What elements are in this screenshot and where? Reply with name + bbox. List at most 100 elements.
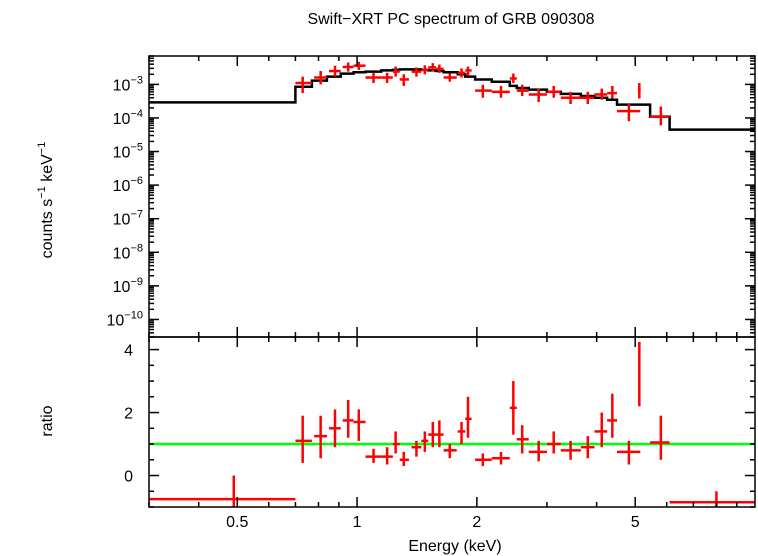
ratio-data-point: [392, 431, 400, 454]
ratio-data-point: [295, 415, 312, 463]
ratio-data-point: [457, 422, 466, 445]
y-tick-label: 10−5: [113, 142, 143, 162]
ratio-data-point: [436, 420, 444, 448]
spectrum-data-point: [607, 85, 618, 99]
model-curve: [149, 68, 755, 131]
spectrum-data-point: [411, 67, 422, 77]
spectrum-panel: 10−310−410−510−610−710−810−910−10: [107, 55, 756, 338]
ylabel-mid: keV: [39, 154, 56, 186]
spectrum-data-point: [491, 85, 510, 98]
ratio-data-point: [607, 393, 618, 438]
tick-exponent: −4: [130, 108, 143, 120]
spectrum-data-point: [637, 82, 641, 99]
ratio-data-point: [580, 436, 595, 459]
ratio-data-point: [669, 491, 755, 507]
x-tick-label: 5: [631, 514, 640, 531]
spectrum-data-point: [443, 73, 457, 82]
x-tick-label: 2: [472, 514, 481, 531]
ratio-data-point: [411, 440, 422, 457]
ylabel-exp1: −1: [36, 186, 48, 199]
spectrum-y-tick-labels: 10−310−410−510−610−710−810−910−10: [107, 74, 143, 329]
x-axis-label: Energy (keV): [408, 538, 501, 555]
ylabel-base: counts s: [39, 199, 56, 259]
tick-mantissa: 10: [113, 178, 131, 195]
tick-exponent: −7: [130, 209, 143, 221]
ylabel-exp2: −1: [36, 142, 48, 155]
tick-exponent: −9: [130, 276, 143, 288]
spectrum-data-point: [617, 104, 641, 122]
spectrum-data-point: [475, 84, 492, 98]
tick-exponent: −10: [124, 309, 143, 321]
ratio-data-point: [465, 396, 472, 438]
ratio-data-point: [546, 431, 561, 454]
y-tick-label: 10−6: [113, 175, 143, 195]
spectrum-data-point: [509, 73, 517, 83]
y-tick-label: 10−3: [113, 74, 143, 94]
ratio-data-point: [560, 440, 581, 460]
spectrum-data-point: [457, 68, 466, 78]
tick-exponent: −5: [130, 142, 143, 154]
ratio-data-points: [149, 342, 755, 507]
spectrum-data-point: [516, 84, 529, 97]
y-tick-label: 10−9: [113, 276, 143, 296]
ratio-data-point: [399, 451, 409, 467]
y-tick-label: 10−8: [113, 242, 143, 262]
ratio-data-point: [475, 453, 492, 467]
ratio-data-point: [637, 342, 641, 407]
tick-exponent: −6: [130, 175, 143, 187]
ratio-axes: [148, 336, 756, 508]
spectrum-data-point: [353, 61, 366, 70]
ratio-data-point: [509, 381, 517, 435]
spectrum-data-point: [295, 76, 312, 94]
y-tick-label: 4: [124, 343, 133, 360]
tick-mantissa: 10: [113, 212, 131, 229]
ratio-data-point: [328, 409, 341, 448]
ratio-y-axis-label: ratio: [39, 405, 56, 436]
y-tick-label: 0: [124, 469, 133, 486]
y-tick-label: 2: [124, 406, 133, 423]
spectrum-axes: [148, 55, 756, 338]
spectrum-frame: [148, 55, 756, 338]
ratio-data-point: [650, 415, 670, 460]
x-tick-label: 1: [353, 514, 362, 531]
model-step-curve: [149, 68, 755, 131]
x-tick-label: 0.5: [226, 514, 248, 531]
y-tick-label: 10−7: [113, 209, 143, 229]
ratio-data-point: [353, 409, 366, 441]
ratio-data-point: [443, 444, 457, 459]
spectrum-y-axis-label: counts s−1 keV−1: [36, 142, 56, 259]
spectrum-data-point: [421, 65, 429, 75]
ratio-data-point: [491, 451, 510, 465]
tick-mantissa: 10: [113, 279, 131, 296]
ratio-data-point: [365, 448, 382, 463]
tick-mantissa: 10: [113, 245, 131, 262]
ratio-data-point: [342, 399, 354, 438]
ratio-data-point: [428, 422, 437, 448]
spectrum-data-point: [314, 71, 327, 85]
y-tick-label: 10−10: [107, 309, 143, 329]
x-tick-labels: 0.5 1 2 5: [226, 514, 640, 531]
spectrum-data-point: [465, 66, 472, 76]
spectrum-data-point: [428, 63, 437, 72]
spectrum-data-point: [381, 72, 393, 83]
ratio-y-tick-labels: 0 2 4: [124, 343, 133, 486]
ratio-data-point: [594, 412, 608, 448]
spectrum-data-point: [650, 106, 670, 126]
tick-mantissa: 10: [113, 145, 131, 162]
spectrum-data-point: [328, 65, 341, 77]
spectrum-data-point: [365, 72, 382, 83]
ratio-frame: [148, 336, 756, 508]
spectrum-data-point: [580, 91, 595, 105]
spectrum-data-point: [546, 85, 561, 98]
tick-exponent: −3: [130, 74, 143, 86]
spectrum-data-point: [436, 64, 444, 73]
ratio-data-point: [149, 475, 296, 507]
ratio-panel: 0 2 4 0.5 1 2 5: [124, 336, 756, 531]
ratio-data-point: [381, 447, 393, 465]
spectrum-data-point: [399, 74, 409, 86]
tick-mantissa: 10: [113, 111, 131, 128]
spectrum-data-point: [560, 91, 581, 105]
tick-mantissa: 10: [113, 77, 131, 94]
chart-title: Swift−XRT PC spectrum of GRB 090308: [307, 11, 594, 28]
